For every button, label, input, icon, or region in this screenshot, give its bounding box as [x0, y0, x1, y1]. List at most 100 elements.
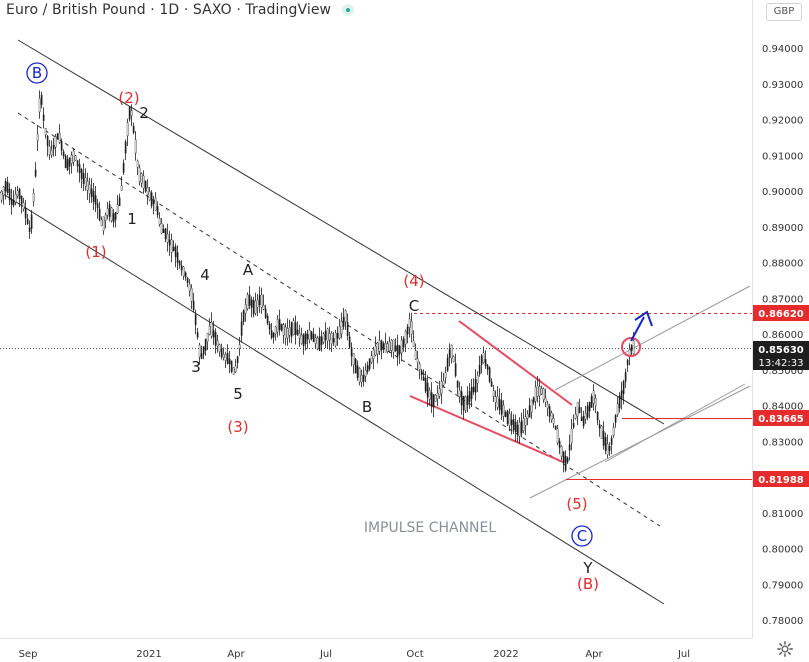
candle-body	[242, 310, 245, 322]
candle-body	[70, 154, 73, 164]
candle-body	[614, 415, 617, 423]
candle-body	[112, 213, 115, 223]
candle-body	[460, 391, 463, 406]
candle-body	[516, 424, 519, 434]
candle-body	[562, 451, 565, 464]
y-tick-label: 0.94000	[762, 44, 803, 55]
y-tick-label: 0.92000	[762, 116, 803, 127]
candle-body	[232, 367, 235, 375]
candle-body	[432, 394, 435, 408]
candle-body	[486, 365, 489, 370]
candle-body	[88, 184, 91, 195]
candle-body	[224, 353, 227, 361]
candle-body	[290, 322, 293, 337]
y-axis: 0.94000 0.93000 0.92000 0.91000 0.90000 0.890…	[762, 44, 803, 627]
candle-body	[540, 388, 543, 395]
wave-label: C	[409, 297, 419, 315]
candle-body	[470, 387, 473, 399]
y-tick-label: 0.83000	[762, 437, 803, 448]
candle-body	[424, 377, 427, 392]
candle-body	[620, 390, 623, 400]
candle-body	[306, 334, 309, 340]
candle-body	[580, 416, 583, 422]
wave-label: 3	[191, 358, 201, 376]
candle-body	[144, 180, 147, 192]
candle-body	[206, 333, 209, 342]
candle-body	[610, 437, 613, 445]
candle-body	[566, 457, 569, 463]
x-tick-label: 2022	[493, 649, 518, 660]
candle-body	[390, 339, 393, 351]
candle-body	[130, 110, 133, 116]
candle-body	[34, 169, 37, 177]
candle-body	[52, 145, 55, 150]
candle-body	[140, 173, 143, 184]
candle-body	[420, 370, 423, 376]
symbol-title[interactable]: Euro / British Pound · 1D · SAXO · Tradi…	[6, 2, 332, 18]
candle-body	[184, 272, 187, 278]
candle-body	[490, 381, 493, 387]
candle-body	[412, 340, 415, 348]
candle-body	[496, 396, 499, 408]
wave-label: C	[577, 527, 587, 545]
candle-body	[382, 343, 385, 350]
candle-body	[498, 398, 501, 410]
candle-body	[478, 365, 481, 375]
candle-body	[228, 358, 231, 365]
candle-body	[408, 318, 411, 328]
x-tick-label: Apr	[227, 649, 245, 660]
candle-body	[80, 169, 83, 179]
candle-body	[378, 340, 381, 352]
candle-body	[20, 196, 23, 204]
candle-body	[4, 181, 7, 192]
wave-label: Y	[582, 559, 593, 577]
candle-body	[276, 319, 279, 333]
candle-body	[248, 294, 251, 306]
candle-body	[270, 330, 273, 338]
candle-body	[612, 427, 615, 436]
candle-body	[138, 167, 141, 183]
candle-body	[624, 372, 627, 382]
candle-body	[362, 374, 365, 382]
candle-body	[594, 398, 597, 406]
candle-body	[564, 456, 567, 471]
candle-body	[426, 382, 429, 398]
candle-body	[288, 327, 291, 336]
candle-body	[418, 363, 421, 370]
candle-body	[608, 446, 611, 451]
candle-body	[402, 338, 405, 348]
candle-body	[550, 412, 553, 420]
candle-body	[344, 310, 347, 322]
x-tick-label: Jul	[319, 649, 332, 660]
candle-body	[388, 341, 391, 352]
wave-label: A	[243, 261, 254, 279]
candle-body	[166, 233, 169, 243]
candle-body	[556, 428, 559, 444]
candle-body	[364, 370, 367, 377]
candle-body	[596, 411, 599, 421]
candle-body	[260, 294, 263, 308]
y-tick-label: 0.80000	[762, 545, 803, 556]
candle-body	[180, 265, 183, 271]
candle-body	[108, 204, 111, 218]
candle-body	[546, 403, 549, 409]
candle-body	[300, 334, 303, 344]
candle-body	[298, 333, 301, 339]
currency-badge[interactable]: GBP	[766, 3, 802, 21]
candle-body	[150, 192, 153, 207]
price-label-0.86620: 0.86620	[758, 309, 804, 320]
candle-body	[38, 98, 41, 113]
candle-body	[434, 395, 437, 402]
candle-body	[200, 353, 203, 359]
settings-gear-icon[interactable]	[776, 640, 794, 658]
candle-body	[12, 200, 15, 206]
candle-body	[606, 443, 609, 455]
y-tick-label: 0.85000	[762, 366, 803, 377]
candle-body	[58, 132, 61, 143]
wave-label: 4	[200, 266, 210, 284]
candle-body	[488, 367, 491, 382]
candle-body	[592, 390, 595, 404]
candle-body	[360, 375, 363, 383]
candle-body	[572, 423, 575, 428]
